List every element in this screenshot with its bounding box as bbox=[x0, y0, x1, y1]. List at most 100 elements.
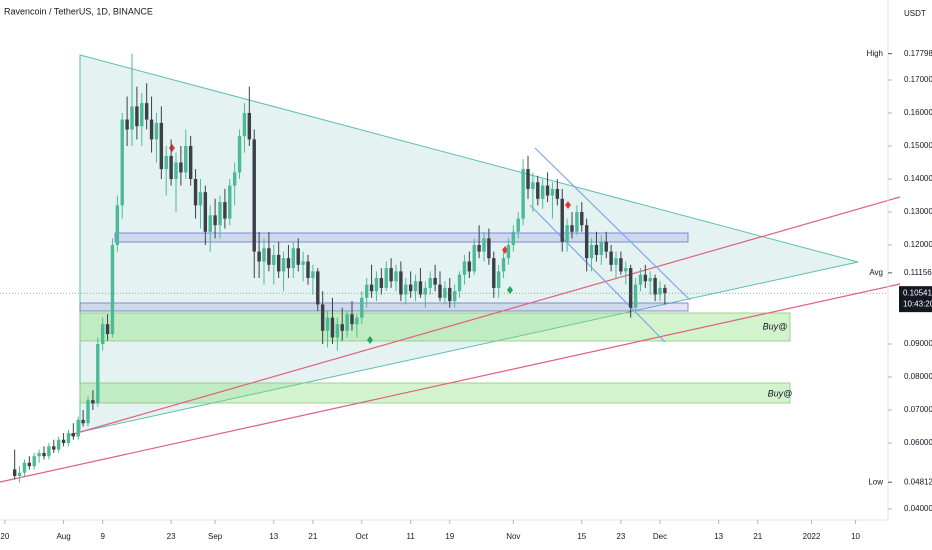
candle-body bbox=[159, 122, 164, 170]
candle-body bbox=[232, 172, 237, 186]
marker-bg bbox=[892, 266, 932, 279]
x-tick-label: 19 bbox=[445, 532, 454, 541]
candle-body bbox=[306, 261, 310, 279]
marker-value: 0.17798 bbox=[904, 49, 932, 58]
last-price: 0.10541 bbox=[903, 288, 932, 297]
candle-body bbox=[320, 304, 325, 331]
triangle bbox=[79, 54, 859, 433]
x-tick-label: 20 bbox=[0, 532, 9, 541]
candle-body bbox=[619, 258, 623, 272]
x-tick-label: Aug bbox=[56, 532, 70, 541]
candle-body bbox=[208, 215, 212, 232]
candle-body bbox=[218, 202, 222, 226]
trendline bbox=[0, 283, 901, 483]
candle-body bbox=[506, 245, 511, 259]
candle-body bbox=[140, 103, 144, 127]
currency: USDT bbox=[904, 9, 926, 18]
buy-zone bbox=[79, 312, 791, 342]
x-tick-label: 21 bbox=[308, 532, 317, 541]
marker-name: High bbox=[867, 49, 883, 58]
countdown: 10:43:20 bbox=[903, 299, 932, 308]
candle-body bbox=[413, 281, 418, 292]
candle-body bbox=[433, 278, 437, 285]
candle-body bbox=[115, 205, 120, 246]
candle-body bbox=[311, 271, 315, 279]
drawings bbox=[0, 54, 901, 483]
x-tick-label: Dec bbox=[653, 532, 667, 541]
candle-body bbox=[164, 155, 168, 170]
candle-body bbox=[624, 268, 628, 272]
candle-body bbox=[345, 314, 349, 331]
marker-value: 0.11156 bbox=[904, 268, 932, 277]
candle-body bbox=[61, 439, 66, 444]
candle-body bbox=[472, 245, 476, 272]
candle-body bbox=[130, 106, 134, 130]
candle-body bbox=[335, 324, 340, 338]
candle-body bbox=[394, 271, 398, 282]
candle-body bbox=[516, 218, 520, 232]
candle-body bbox=[154, 122, 159, 140]
y-tick-label: 0.04000 bbox=[904, 504, 932, 513]
candle-body bbox=[91, 400, 95, 404]
candle-body bbox=[120, 119, 124, 206]
candle-body bbox=[286, 258, 291, 269]
y-tick-label: 0.12000 bbox=[904, 240, 932, 249]
zone-label: Buy@ bbox=[763, 321, 788, 331]
candle-body bbox=[355, 317, 359, 325]
candle-body bbox=[125, 119, 129, 130]
candle-body bbox=[575, 211, 579, 232]
candle-body bbox=[76, 419, 80, 437]
candle-body bbox=[389, 268, 393, 282]
candle-body bbox=[560, 198, 564, 242]
candle-body bbox=[379, 278, 384, 288]
x-tick-label: 10 bbox=[851, 532, 860, 541]
marker-name: Low bbox=[868, 477, 883, 486]
candle-body bbox=[364, 284, 369, 298]
candle-body bbox=[633, 284, 638, 308]
candle-body bbox=[374, 278, 379, 292]
x-tick-label: Sep bbox=[208, 532, 223, 541]
candle-body bbox=[242, 112, 247, 137]
candle-body bbox=[135, 106, 139, 127]
candle-body bbox=[599, 241, 604, 255]
x-tick-label: 13 bbox=[269, 532, 278, 541]
y-tick-label: 0.06000 bbox=[904, 438, 932, 447]
candle-body bbox=[325, 317, 330, 331]
candle-body bbox=[262, 248, 266, 262]
buy-zone bbox=[79, 382, 791, 404]
candle-body bbox=[340, 324, 344, 331]
candle-body bbox=[198, 192, 203, 206]
x-tick-label: 13 bbox=[714, 532, 723, 541]
candle-body bbox=[614, 258, 618, 265]
candle-body bbox=[184, 145, 188, 173]
candle-body bbox=[252, 139, 256, 252]
candle-body bbox=[32, 456, 36, 467]
candle-body bbox=[296, 248, 300, 265]
candle-body bbox=[545, 185, 550, 196]
candle-body bbox=[37, 452, 41, 457]
marker-name: Avg bbox=[869, 268, 883, 277]
candle-body bbox=[12, 469, 17, 477]
candle-body bbox=[96, 344, 100, 404]
candle-body bbox=[501, 258, 506, 272]
resistance-band bbox=[114, 232, 689, 243]
candle-body bbox=[555, 188, 560, 199]
x-tick-label: 23 bbox=[167, 532, 176, 541]
candle-body bbox=[110, 245, 115, 335]
candle-body bbox=[42, 452, 46, 457]
candle-body bbox=[399, 271, 403, 295]
candle-body bbox=[384, 268, 388, 288]
candle-body bbox=[521, 169, 525, 219]
candle-body bbox=[301, 261, 305, 265]
candle-body bbox=[648, 278, 652, 282]
candle-body bbox=[281, 258, 286, 272]
candle-body bbox=[179, 162, 183, 173]
candle-body bbox=[291, 248, 296, 269]
candle-body bbox=[237, 136, 242, 173]
candle-body bbox=[404, 284, 408, 295]
candle-body bbox=[462, 261, 467, 275]
candle-body bbox=[350, 314, 354, 325]
candle-body bbox=[526, 169, 530, 189]
candle-body bbox=[550, 188, 555, 196]
